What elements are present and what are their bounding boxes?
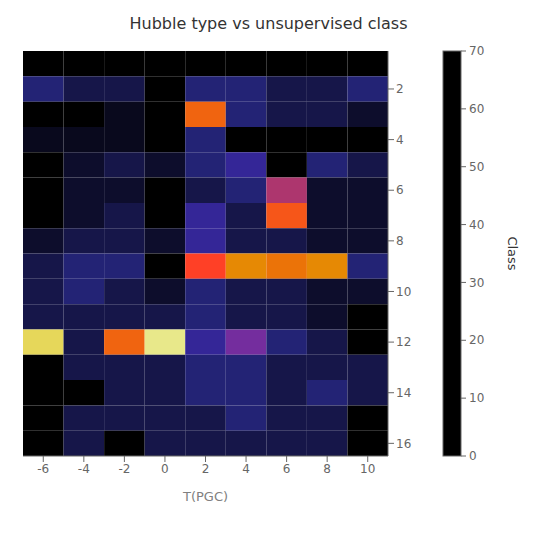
svg-text:T(PGC): T(PGC) (182, 489, 228, 504)
svg-text:30: 30 (469, 276, 484, 290)
svg-text:8: 8 (396, 234, 404, 248)
svg-text:14: 14 (396, 386, 411, 400)
svg-text:60: 60 (469, 102, 484, 116)
svg-text:40: 40 (469, 218, 484, 232)
html-text:Hubble type vs unsupervised cl: Hubble type vs unsupervised class (129, 14, 408, 33)
svg-text:2: 2 (396, 82, 404, 96)
svg-text:12: 12 (396, 335, 411, 349)
svg-text:8: 8 (323, 462, 331, 476)
svg-text:6: 6 (283, 462, 291, 476)
svg-text:4: 4 (242, 462, 250, 476)
svg-text:-4: -4 (78, 462, 90, 476)
svg-text:16: 16 (396, 437, 411, 451)
svg-text:10: 10 (469, 391, 484, 405)
svg-text:10: 10 (360, 462, 375, 476)
svg-text:4: 4 (396, 133, 404, 147)
svg-text:50: 50 (469, 160, 484, 174)
svg-text:70: 70 (469, 44, 484, 58)
svg-text:20: 20 (469, 333, 484, 347)
svg-text:0: 0 (469, 449, 477, 463)
svg-text:0: 0 (161, 462, 169, 476)
svg-text:-2: -2 (118, 462, 130, 476)
svg-text:-6: -6 (37, 462, 49, 476)
svg-text:Class: Class (505, 236, 520, 270)
svg-text:10: 10 (396, 285, 411, 299)
svg-text:2: 2 (202, 462, 210, 476)
svg-text:6: 6 (396, 183, 404, 197)
